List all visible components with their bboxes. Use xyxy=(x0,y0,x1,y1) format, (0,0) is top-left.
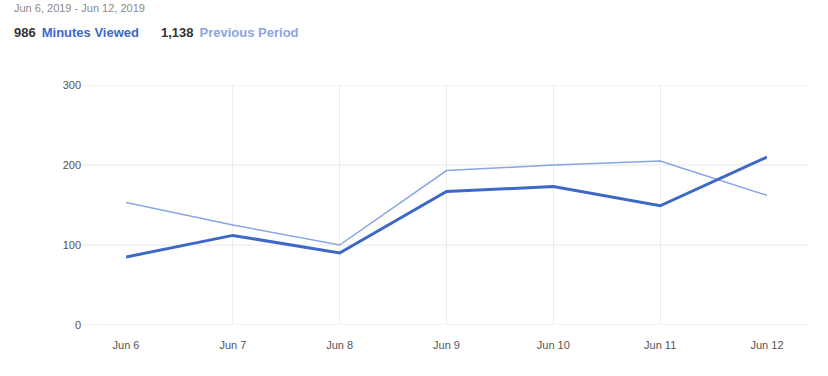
svg-text:200: 200 xyxy=(63,159,81,171)
svg-text:Jun 11: Jun 11 xyxy=(644,339,676,351)
svg-text:300: 300 xyxy=(63,79,81,91)
svg-text:Jun 6: Jun 6 xyxy=(113,339,140,351)
svg-text:0: 0 xyxy=(75,319,81,331)
html-text:Jun 6, 2019 - Jun 12, 2019: Jun 6, 2019 - Jun 12, 2019 xyxy=(14,2,145,14)
svg-text:Jun 12: Jun 12 xyxy=(750,339,783,351)
html-text:986 Minutes Viewed: 986 Minutes Viewed xyxy=(14,25,139,40)
svg-text:Jun 9: Jun 9 xyxy=(433,339,460,351)
html-text:1,138 Previous Period: 1,138 Previous Period xyxy=(161,25,299,40)
svg-text:Jun 7: Jun 7 xyxy=(219,339,246,351)
svg-text:Jun 8: Jun 8 xyxy=(326,339,353,351)
svg-text:Jun 10: Jun 10 xyxy=(537,339,570,351)
svg-text:100: 100 xyxy=(63,239,81,251)
